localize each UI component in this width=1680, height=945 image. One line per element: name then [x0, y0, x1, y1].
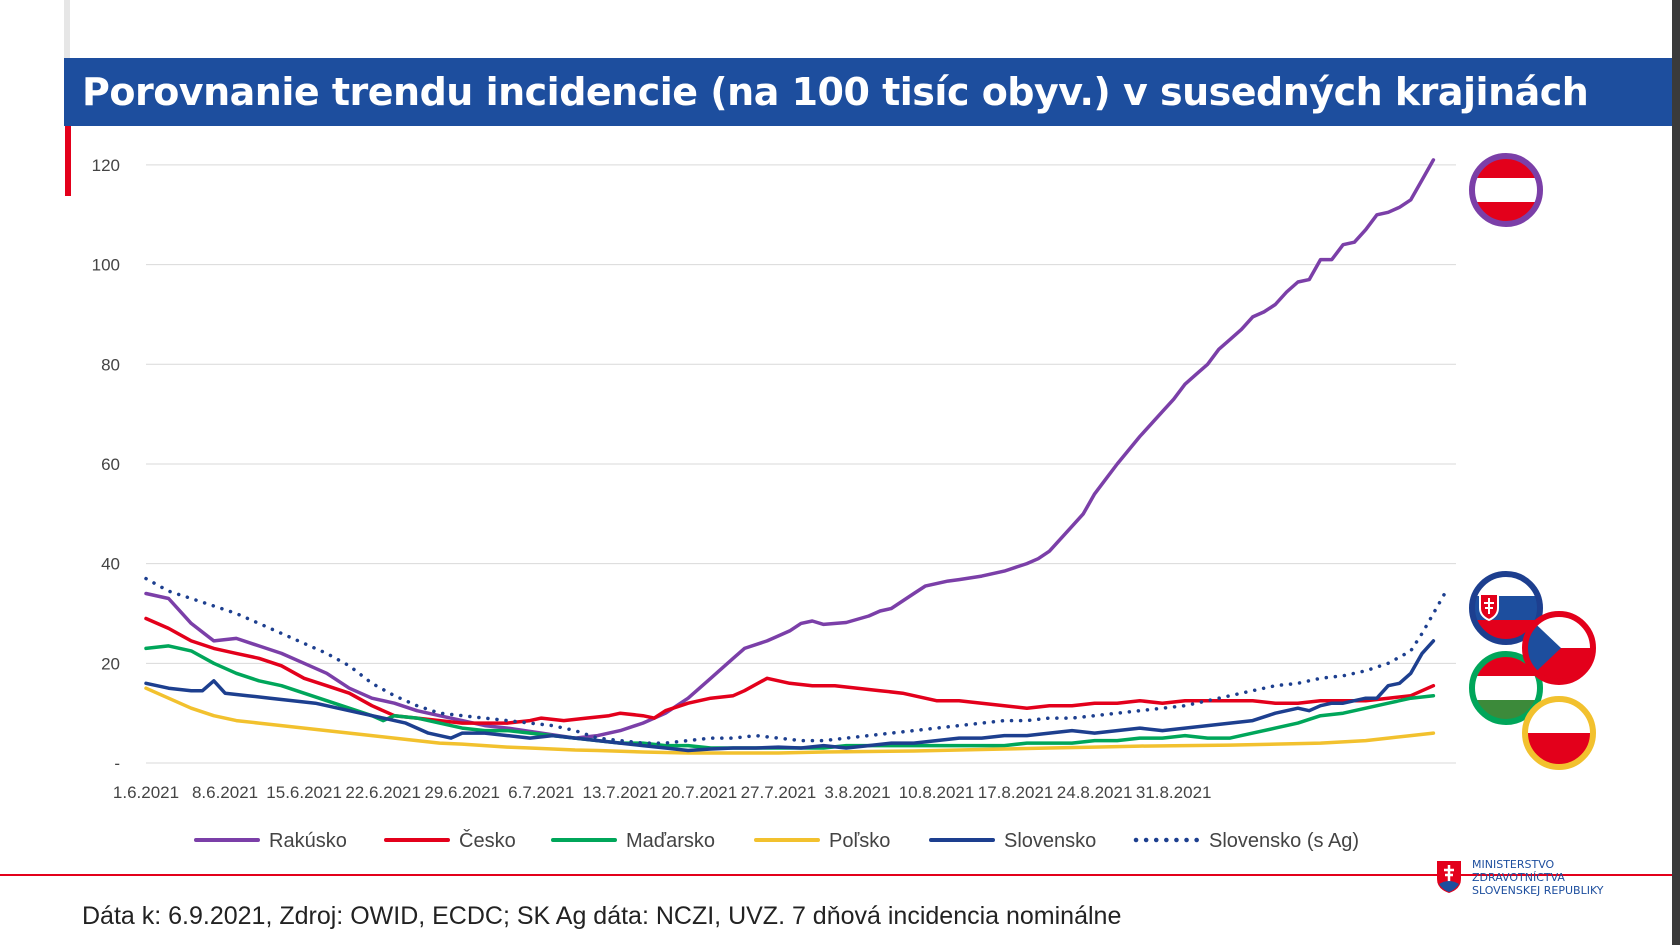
series-line-slovensko — [144, 639, 1436, 753]
austria-flag-icon — [1469, 153, 1543, 227]
x-tick-label: 17.8.2021 — [978, 783, 1054, 802]
legend-label: Maďarsko — [626, 830, 715, 852]
series-line--esko — [144, 616, 1436, 725]
series-line-po-sko — [144, 686, 1436, 755]
footer-divider — [0, 874, 1672, 876]
x-tick-label: 6.7.2021 — [508, 783, 574, 802]
y-tick-label: 80 — [101, 355, 120, 374]
y-tick-label: - — [114, 754, 120, 773]
page-title: Porovnanie trendu incidencie (na 100 tis… — [82, 70, 1589, 114]
legend-label: Česko — [459, 829, 516, 852]
y-tick-label: 120 — [92, 156, 120, 175]
chart-grid — [146, 164, 1456, 764]
red-accent-mark — [65, 126, 71, 196]
x-tick-label: 31.8.2021 — [1136, 783, 1212, 802]
chart-legend: Rakúsko Česko Maďarsko Poľsko Slovensko Slove… — [194, 829, 1359, 852]
title-band: Porovnanie trendu incidencie (na 100 tis… — [64, 58, 1672, 126]
ministry-name: MINISTERSTVO ZDRAVOTNÍCTVA SLOVENSKEJ RE… — [1472, 858, 1604, 897]
ministry-line-3: SLOVENSKEJ REPUBLIKY — [1472, 884, 1604, 897]
legend-label: Rakúsko — [269, 830, 347, 852]
incidence-line-chart: - 20 40 60 80 100 120 1.6.2021 8.6.2021 15.6.202… — [92, 153, 1596, 852]
ministry-line-1: MINISTERSTVO — [1472, 858, 1555, 871]
x-tick-label: 13.7.2021 — [582, 783, 658, 802]
window-edge — [1672, 0, 1680, 945]
x-tick-label: 15.6.2021 — [266, 783, 342, 802]
slovakia-flag-icon — [1469, 571, 1543, 645]
ministry-logo: MINISTERSTVO ZDRAVOTNÍCTVA SLOVENSKEJ RE… — [1436, 856, 1666, 904]
ministry-line-2: ZDRAVOTNÍCTVA — [1472, 871, 1565, 884]
left-accent-bar — [64, 0, 70, 58]
y-tick-label: 60 — [101, 455, 120, 474]
y-tick-label: 40 — [101, 555, 120, 574]
hungary-flag-icon — [1469, 651, 1543, 725]
y-tick-label: 100 — [92, 256, 120, 275]
legend-label: Poľsko — [829, 830, 890, 852]
x-tick-label: 10.8.2021 — [899, 783, 975, 802]
series-line-slovensko-s-ag- — [144, 576, 1447, 745]
legend-label: Slovensko (s Ag) — [1209, 830, 1359, 852]
x-tick-label: 3.8.2021 — [824, 783, 890, 802]
y-axis-tick-labels: - 20 40 60 80 100 120 — [92, 156, 120, 773]
chart-series-lines — [144, 158, 1447, 755]
x-tick-label: 29.6.2021 — [424, 783, 500, 802]
x-axis-tick-labels: 1.6.2021 8.6.2021 15.6.2021 22.6.2021 29.6.2… — [113, 783, 1212, 802]
czech-flag-icon — [1522, 611, 1596, 685]
series-line-rak-sko — [144, 158, 1436, 740]
x-tick-label: 8.6.2021 — [192, 783, 258, 802]
x-tick-label: 24.8.2021 — [1057, 783, 1133, 802]
slovak-crest-icon — [1437, 861, 1461, 893]
poland-flag-icon — [1522, 696, 1596, 770]
x-tick-label: 22.6.2021 — [345, 783, 421, 802]
y-tick-label: 20 — [101, 654, 120, 673]
x-tick-label: 27.7.2021 — [741, 783, 817, 802]
x-tick-label: 20.7.2021 — [662, 783, 738, 802]
source-footnote: Dáta k: 6.9.2021, Zdroj: OWID, ECDC; SK … — [82, 902, 1122, 930]
legend-label: Slovensko — [1004, 830, 1096, 852]
x-tick-label: 1.6.2021 — [113, 783, 179, 802]
